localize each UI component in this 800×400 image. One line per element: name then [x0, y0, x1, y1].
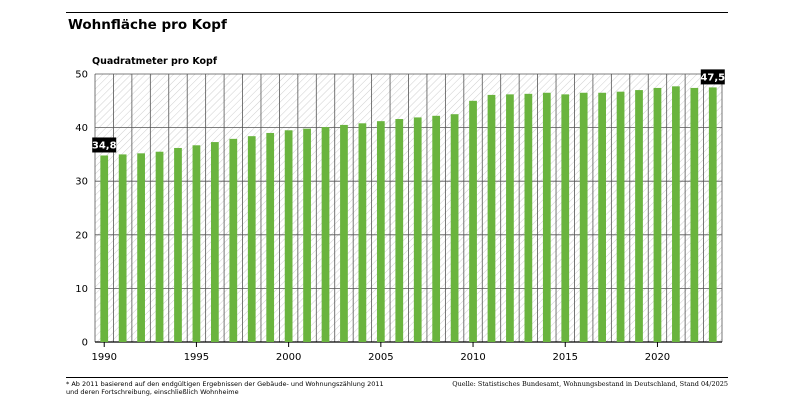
y-axis-label: Quadratmeter pro Kopf [92, 56, 217, 67]
bar [450, 114, 459, 342]
footnote-line-2: und deren Fortschreibung, einschließlich… [66, 388, 239, 396]
x-tick-label: 2000 [276, 352, 301, 363]
bar [155, 151, 164, 342]
bar [579, 92, 588, 342]
bar [672, 86, 680, 342]
value-callout: 34,8 [92, 137, 117, 153]
bar [432, 115, 441, 342]
bar [413, 117, 422, 342]
x-tick-label: 2020 [645, 352, 670, 363]
bar [284, 130, 293, 342]
bar [266, 132, 275, 342]
bar [616, 91, 625, 342]
bar [598, 92, 607, 342]
bar [358, 123, 367, 342]
footnote-line-1: * Ab 2011 basierend auf den endgültigen … [66, 380, 384, 388]
bar [487, 94, 496, 343]
top-rule [66, 12, 728, 13]
chart-title: Wohnfläche pro Kopf [68, 17, 227, 33]
bar [100, 155, 109, 342]
bar [708, 87, 717, 343]
bar [690, 87, 699, 342]
bar [542, 92, 551, 342]
bar [303, 128, 311, 342]
callout-label: 47,5 [700, 72, 725, 83]
y-tick-label: 50 [75, 70, 88, 81]
y-tick-label: 0 [82, 338, 88, 349]
bar [653, 87, 662, 342]
callout-label: 34,8 [92, 140, 117, 151]
bar [321, 127, 330, 343]
value-callout: 47,5 [700, 69, 725, 85]
x-tick-label: 1990 [91, 352, 116, 363]
bar [118, 154, 127, 342]
bar [635, 90, 643, 342]
bar [192, 145, 201, 342]
bar [340, 124, 348, 342]
callout-box [92, 137, 117, 153]
bar [174, 147, 182, 342]
bottom-rule [66, 377, 728, 378]
x-tick-label: 2015 [553, 352, 578, 363]
bar [469, 100, 477, 342]
bar [229, 138, 238, 342]
y-tick-label: 40 [75, 123, 88, 134]
bar [561, 94, 570, 342]
source-note: Quelle: Statistisches Bundesamt, Wohnung… [452, 380, 728, 388]
y-tick-label: 30 [75, 177, 88, 188]
x-tick-label: 2005 [368, 352, 393, 363]
bar [247, 136, 256, 342]
bar [137, 153, 145, 342]
bar [524, 93, 533, 342]
x-tick-label: 1995 [184, 352, 209, 363]
bar [376, 121, 385, 342]
bar [506, 94, 514, 342]
bar [395, 119, 404, 342]
footnote: * Ab 2011 basierend auf den endgültigen … [66, 380, 384, 396]
y-tick-label: 20 [75, 230, 88, 241]
x-tick-label: 2010 [460, 352, 485, 363]
bar [210, 142, 219, 342]
callout-box [700, 69, 725, 85]
y-tick-label: 10 [75, 284, 88, 295]
